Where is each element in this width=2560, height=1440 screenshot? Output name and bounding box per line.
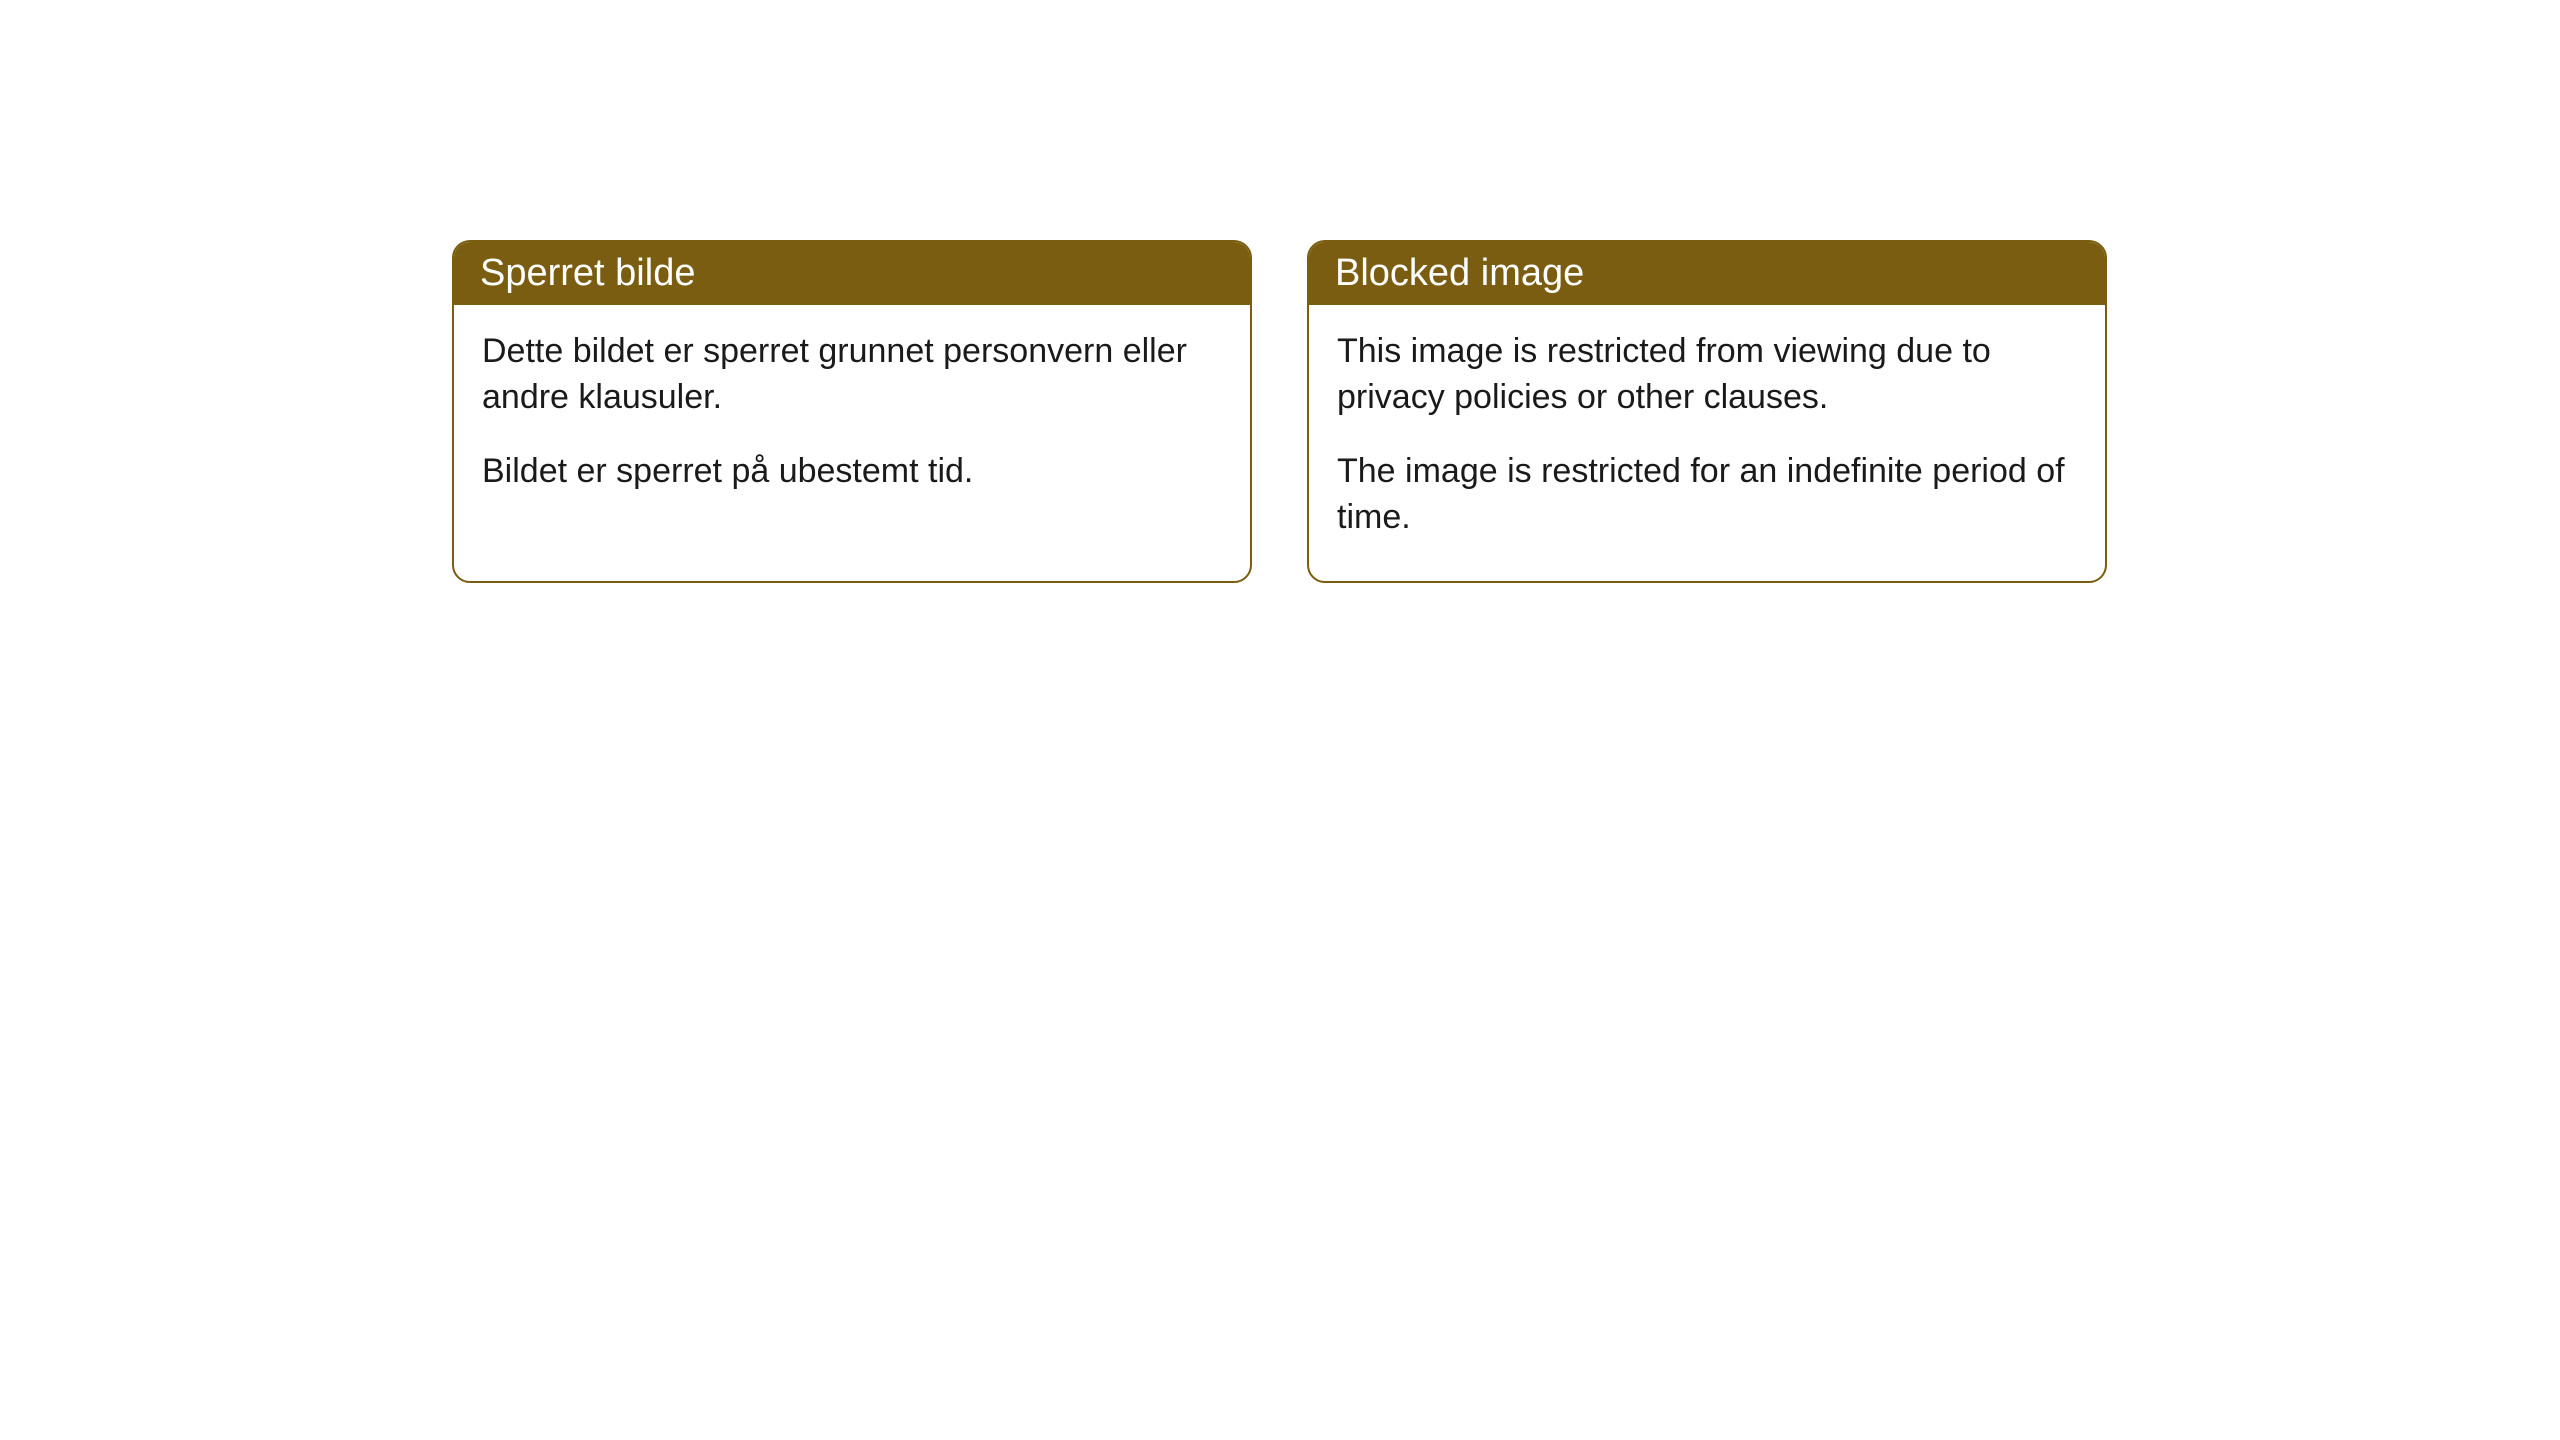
blocked-image-card-norwegian: Sperret bilde Dette bildet er sperret gr… <box>452 240 1252 583</box>
card-paragraph: This image is restricted from viewing du… <box>1337 329 2077 421</box>
card-paragraph: The image is restricted for an indefinit… <box>1337 449 2077 541</box>
card-header: Sperret bilde <box>454 242 1250 305</box>
card-paragraph: Bildet er sperret på ubestemt tid. <box>482 449 1222 495</box>
card-body: Dette bildet er sperret grunnet personve… <box>454 305 1250 535</box>
card-title: Blocked image <box>1335 252 1584 294</box>
card-header: Blocked image <box>1309 242 2105 305</box>
blocked-image-card-english: Blocked image This image is restricted f… <box>1307 240 2107 583</box>
card-paragraph: Dette bildet er sperret grunnet personve… <box>482 329 1222 421</box>
card-body: This image is restricted from viewing du… <box>1309 305 2105 581</box>
card-title: Sperret bilde <box>480 252 695 294</box>
notice-cards-container: Sperret bilde Dette bildet er sperret gr… <box>452 240 2107 583</box>
